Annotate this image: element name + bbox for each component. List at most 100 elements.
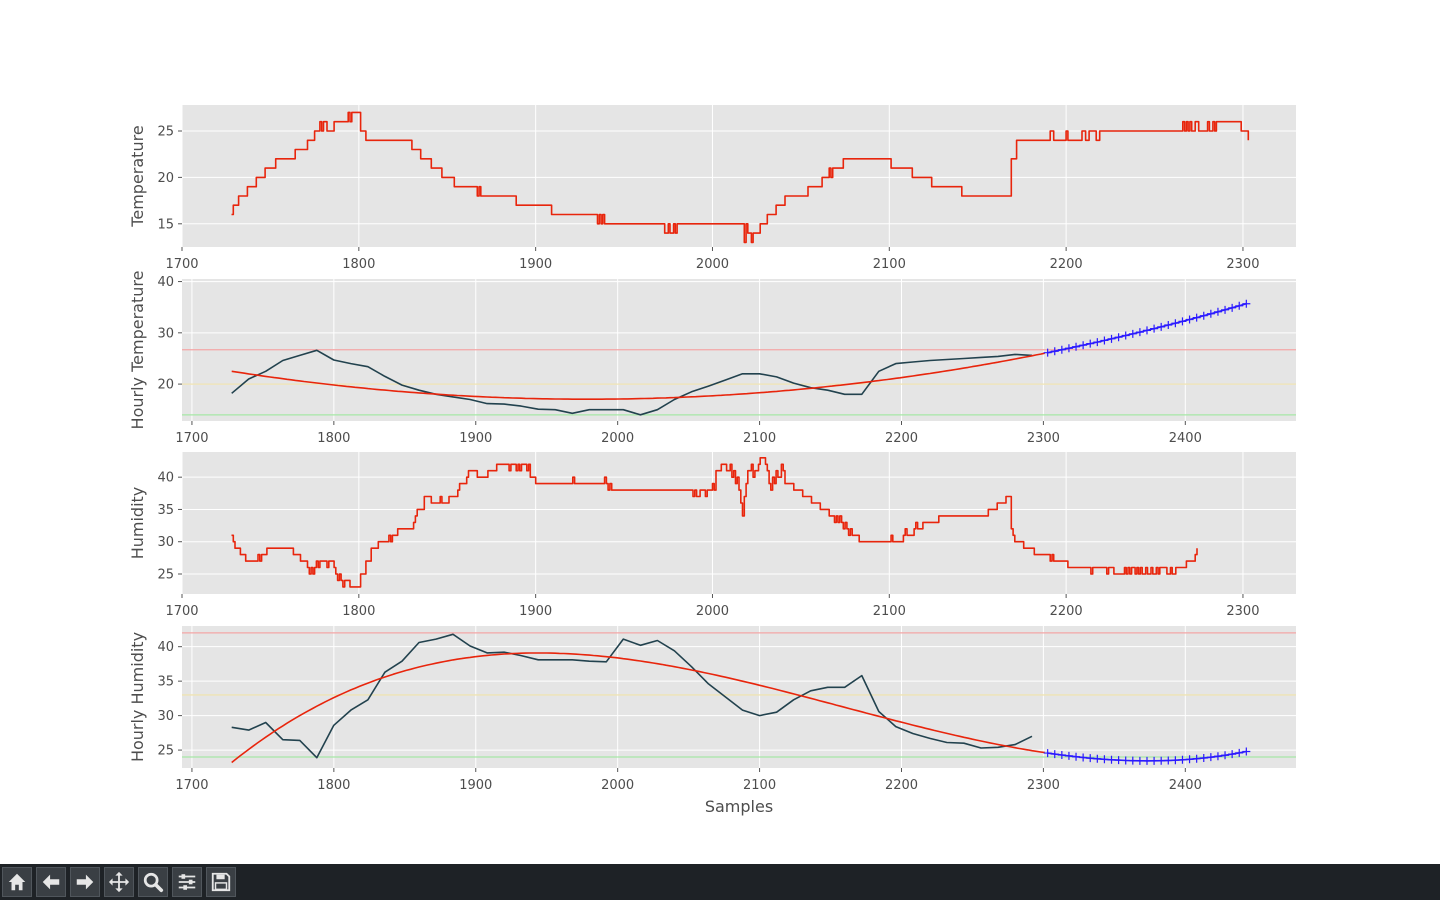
x-tick-label: 2100 <box>743 778 776 793</box>
data-series <box>231 349 1033 416</box>
forecast-marker <box>1093 338 1102 347</box>
forecast-marker <box>1086 339 1095 348</box>
forecast-marker <box>1150 324 1159 333</box>
x-tick-label: 2300 <box>1226 604 1259 619</box>
forecast-marker <box>1057 345 1066 354</box>
subplot-2: 1700 1800 1900 2000 2100 2200 2300 2400 20 30 40 Ho… <box>128 271 1296 446</box>
x-tick-label: 2400 <box>1169 431 1202 446</box>
subplot-1: 1700 1800 1900 2000 2100 2200 2300 15 20 25 Temper… <box>128 105 1296 272</box>
forecast-marker <box>1199 311 1208 320</box>
zoom-button[interactable] <box>138 867 168 897</box>
forecast-marker <box>1178 755 1187 764</box>
forecast-marker <box>1064 344 1073 353</box>
y-tick-label: 30 <box>157 709 174 724</box>
x-tick-label: 1900 <box>459 431 492 446</box>
x-tick-label: 1900 <box>459 778 492 793</box>
forecast-marker <box>1185 315 1194 324</box>
forecast-marker <box>1164 756 1173 765</box>
subplot-3: 1700 1800 1900 2000 2100 2200 2300 25 30 35 40 Humi… <box>128 452 1296 619</box>
forecast-marker <box>1221 751 1230 760</box>
forecast-marker <box>1050 750 1059 759</box>
x-tick-label: 1800 <box>317 431 350 446</box>
forecast-marker <box>1178 317 1187 326</box>
y-tick-label: 40 <box>157 471 174 486</box>
back-button[interactable] <box>36 867 66 897</box>
y-axis-label: Hourly Humidity <box>128 632 147 762</box>
configure-button[interactable] <box>172 867 202 897</box>
plot-content <box>182 299 1296 416</box>
forecast-marker <box>1079 753 1088 762</box>
x-tick-label: 2300 <box>1027 778 1060 793</box>
home-icon <box>8 873 26 891</box>
x-tick-label: 2300 <box>1027 431 1060 446</box>
data-series <box>231 111 1250 244</box>
x-tick-label: 2200 <box>1050 257 1083 272</box>
save-icon <box>211 872 231 892</box>
forward-button[interactable] <box>70 867 100 897</box>
save-button[interactable] <box>206 867 236 897</box>
fit-curve <box>231 652 1045 764</box>
x-tick-label: 2200 <box>885 778 918 793</box>
x-tick-label: 2000 <box>696 257 729 272</box>
forecast-marker <box>1206 309 1215 318</box>
pan-button[interactable] <box>104 867 134 897</box>
y-tick-label: 25 <box>157 567 174 582</box>
forecast-marker <box>1135 756 1144 765</box>
forecast-marker <box>1043 749 1052 758</box>
forecast-marker <box>1057 751 1066 760</box>
forecast-marker <box>1164 321 1173 330</box>
forecast-marker <box>1100 336 1109 345</box>
fit-curve <box>231 352 1045 400</box>
x-tick-label: 1700 <box>175 431 208 446</box>
toolbar <box>0 864 1440 900</box>
forecast-marker <box>1064 751 1073 760</box>
y-tick-label: 30 <box>157 326 174 341</box>
y-tick-label: 25 <box>157 124 174 139</box>
pan-icon <box>108 871 130 893</box>
forecast-marker <box>1100 755 1109 764</box>
y-axis-label: Temperature <box>128 125 147 227</box>
forecast-marker <box>1192 754 1201 763</box>
forecast-marker <box>1135 328 1144 337</box>
forecast-marker <box>1043 348 1052 357</box>
data-series <box>231 633 1033 759</box>
y-axis-label: Humidity <box>128 487 147 560</box>
forecast-marker <box>1107 334 1116 343</box>
x-tick-label: 2000 <box>601 778 634 793</box>
y-tick-label: 15 <box>157 217 174 232</box>
y-tick-label: 40 <box>157 640 174 655</box>
forecast-marker <box>1199 753 1208 762</box>
forecast-marker <box>1142 756 1151 765</box>
y-tick-label: 30 <box>157 535 174 550</box>
plot-content <box>231 457 1198 588</box>
x-tick-label: 2100 <box>873 257 906 272</box>
y-tick-label: 20 <box>157 171 174 186</box>
x-axis-label: Samples <box>705 797 773 816</box>
y-tick-label: 35 <box>157 503 174 518</box>
plot-content <box>182 632 1296 765</box>
y-tick-label: 35 <box>157 675 174 690</box>
forecast-marker <box>1171 319 1180 328</box>
forecast-marker <box>1150 756 1159 765</box>
x-tick-label: 2000 <box>601 431 634 446</box>
zoom-icon <box>143 872 164 893</box>
x-tick-label: 1900 <box>519 604 552 619</box>
forecast-marker <box>1072 342 1081 351</box>
forecast-marker <box>1107 755 1116 764</box>
forecast-marker <box>1213 752 1222 761</box>
forward-icon <box>76 874 94 890</box>
forecast-marker <box>1185 755 1194 764</box>
back-icon <box>42 874 60 890</box>
plot-area <box>182 105 1296 247</box>
forecast-marker <box>1235 748 1244 757</box>
forecast-marker <box>1121 331 1130 340</box>
x-tick-label: 1800 <box>342 604 375 619</box>
forecast-marker <box>1228 303 1237 312</box>
forecast-marker <box>1206 753 1215 762</box>
x-tick-label: 2400 <box>1169 778 1202 793</box>
forecast-marker <box>1242 299 1251 308</box>
forecast-marker <box>1171 756 1180 765</box>
forecast-marker <box>1114 756 1123 765</box>
forecast-marker <box>1157 756 1166 765</box>
home-button[interactable] <box>2 867 32 897</box>
